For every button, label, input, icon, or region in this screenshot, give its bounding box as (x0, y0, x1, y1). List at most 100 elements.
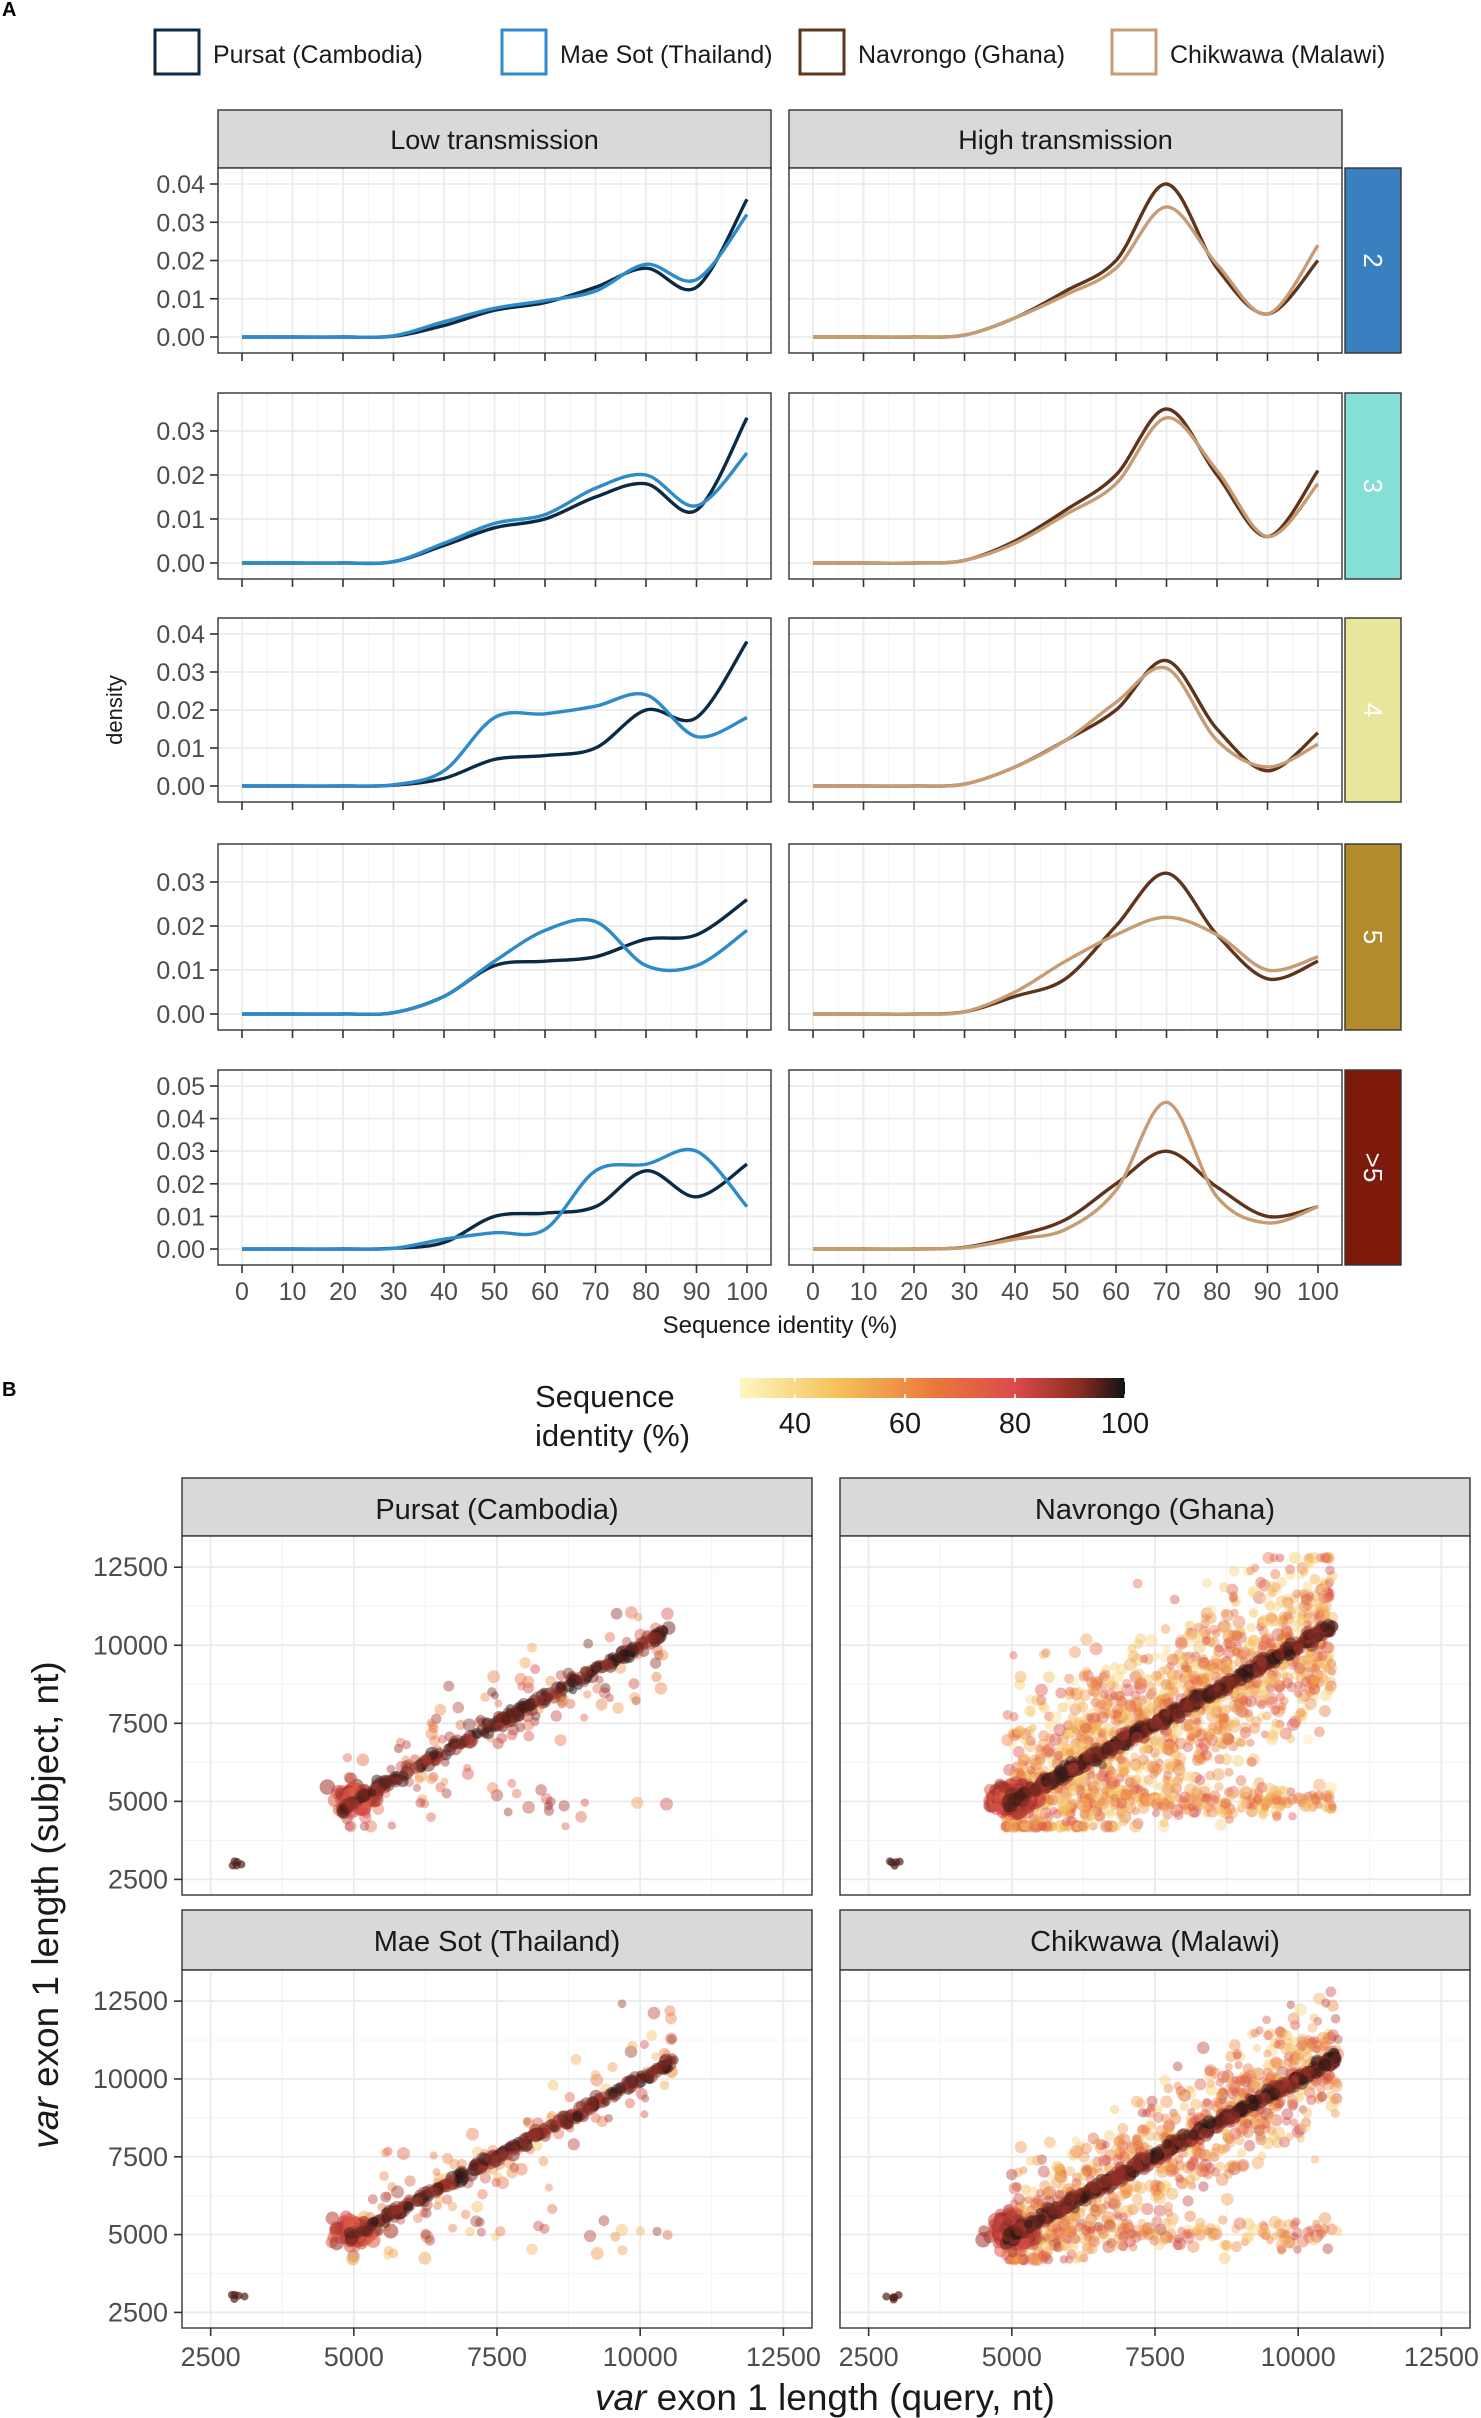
scatter-point (1037, 1822, 1047, 1831)
scatter-point (1045, 1754, 1055, 1764)
scatter-point (1182, 2195, 1194, 2207)
y-tick-label: 0.01 (156, 1203, 205, 1231)
scatter-point (1110, 1793, 1119, 1803)
scatter-point (1082, 1666, 1092, 1676)
scatter-point (1206, 1711, 1218, 1723)
scatter-point (1297, 1655, 1309, 1666)
scatter-point (1323, 1661, 1337, 1675)
density-facet (788, 167, 1343, 361)
scatter-point (1256, 1656, 1267, 1666)
scatter-point (1078, 1821, 1088, 1831)
scatter-point (1092, 1774, 1103, 1785)
scatter-point (1048, 1793, 1061, 1806)
scatter-point (1278, 1614, 1288, 1625)
scatter-point (1221, 1807, 1233, 1820)
scatter-point (1308, 1628, 1322, 1642)
scatter-point (1318, 1705, 1331, 1718)
scatter-point (1232, 1615, 1246, 1629)
scatter-point (1133, 1703, 1143, 1713)
scatter-point (1262, 1631, 1273, 1641)
scatter-point (646, 2029, 658, 2041)
scatter-point (1233, 1697, 1245, 1709)
scatter-point (1196, 1629, 1206, 1639)
scatter-point (635, 2226, 646, 2236)
scatter-point (418, 2251, 432, 2265)
scatter-point (1220, 1753, 1233, 1766)
scatter-point (1172, 1758, 1182, 1768)
scatter-point (1248, 1722, 1261, 1734)
scatter-point (1254, 1679, 1268, 1693)
scatter-point (1131, 1653, 1144, 1667)
scatter-point (557, 1699, 567, 1709)
density-facet (217, 1069, 772, 1273)
scatter-point (1271, 1718, 1281, 1728)
scatter-point (1109, 2104, 1120, 2115)
scatter-point (1249, 1609, 1258, 1619)
scatter-point (1100, 1791, 1109, 1800)
scatter-point (1211, 1628, 1221, 1638)
scatter-point (1219, 1622, 1231, 1634)
scatter-point (426, 1718, 436, 1728)
scatter-point (1116, 1702, 1126, 1712)
scatter-point (989, 1802, 1003, 1815)
scatter-point (1235, 1775, 1247, 1786)
scatter-point (1288, 1552, 1301, 1564)
scatter-point (547, 2203, 558, 2214)
scatter-point (1060, 1786, 1072, 1798)
scatter-point (666, 2034, 677, 2044)
density-line (812, 915, 1319, 1016)
scatter-point (1224, 1636, 1237, 1650)
scatter-point (1189, 1658, 1201, 1670)
scatter-point (491, 2177, 501, 2188)
scatter-point (638, 1646, 650, 1657)
scatter-point (1069, 1687, 1079, 1697)
scatter-point (1059, 1821, 1070, 1832)
scatter-point (604, 1631, 616, 1643)
scatter-point (476, 2227, 486, 2237)
scatter-point (1014, 1670, 1027, 1683)
scatter-point (1151, 1809, 1160, 1818)
density-facet (788, 1069, 1343, 1273)
scatter-point (1218, 1712, 1229, 1723)
scatter-point (1224, 1815, 1234, 1824)
scatter-point (538, 2156, 549, 2167)
scatter-point (1086, 1804, 1097, 1815)
scatter-point (1211, 1795, 1221, 1805)
scatter-point (506, 2142, 516, 2152)
scatter-point (1293, 1689, 1303, 1698)
scatter-point (1147, 1792, 1161, 1806)
scatter-point (1330, 2013, 1341, 2024)
scatter-point (1207, 1729, 1217, 1739)
scatter-point (498, 2152, 508, 2162)
scatter-point (432, 2168, 441, 2177)
density-line (241, 917, 749, 1017)
scatter-point (1097, 1726, 1110, 1740)
scatter-point (1098, 1786, 1112, 1800)
scatter-point (1104, 1699, 1113, 1709)
scatter-point (461, 1767, 474, 1780)
scatter-point (1070, 1743, 1082, 1755)
x-tick-label: 30 (951, 1278, 979, 1306)
scatter-point (1289, 2118, 1298, 2127)
scatter-point (1222, 1629, 1236, 1643)
scatter-point (471, 2200, 484, 2213)
scatter-point (1180, 1804, 1191, 1815)
scatter-point (487, 1687, 497, 1697)
scatter-point (1182, 1771, 1192, 1782)
scatter-point (1166, 1682, 1175, 1692)
scatter-point (651, 1671, 662, 1683)
scatter-point (514, 1672, 527, 1686)
scatter-point (1228, 1699, 1242, 1713)
scatter-point (1130, 1690, 1141, 1701)
scatter-point (1080, 1809, 1093, 1823)
scatter-point (420, 1799, 430, 1809)
scatter-point (567, 2138, 580, 2151)
scatter-point (420, 1753, 432, 1765)
scatter-point (1325, 1986, 1337, 1998)
scatter-point (395, 1737, 406, 1748)
y-tick-label: 0.01 (156, 286, 205, 314)
scatter-point (1176, 1654, 1186, 1664)
scatter-point (1326, 1676, 1336, 1687)
x-tick-label: 50 (481, 1278, 509, 1306)
